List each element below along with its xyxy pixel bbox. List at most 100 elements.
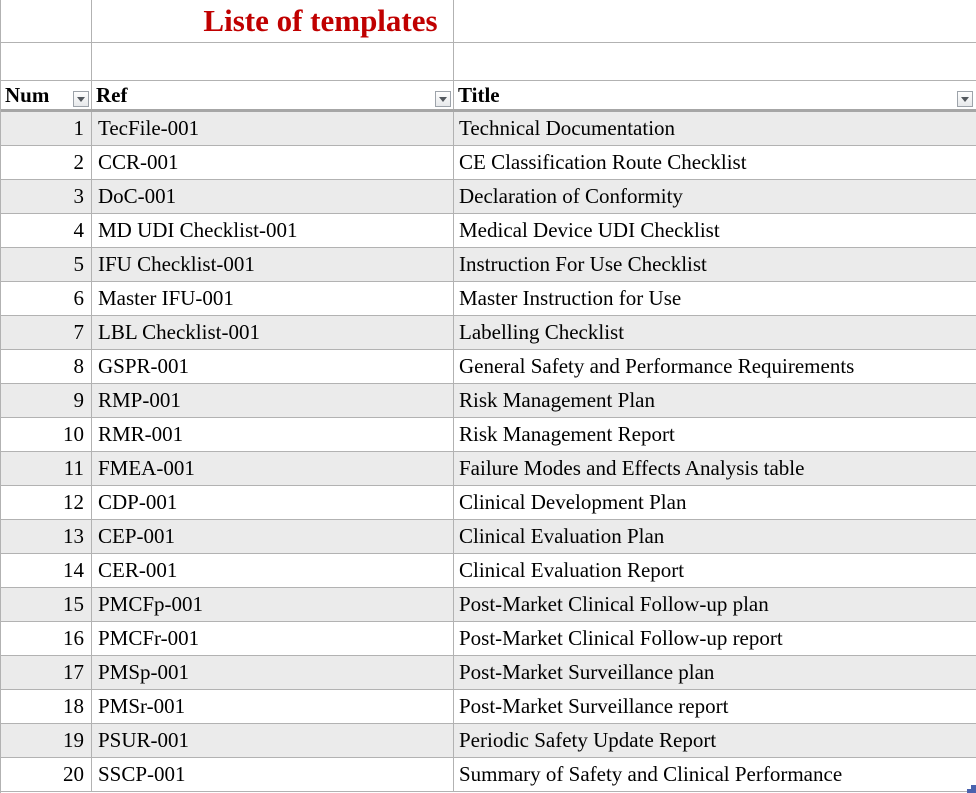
cell-num[interactable]: 7 [1,316,92,349]
filter-dropdown-button-num[interactable] [73,91,89,107]
title-row-right-cell[interactable] [454,0,976,42]
cell-title[interactable]: Periodic Safety Update Report [459,728,717,752]
cell-ref[interactable]: Master IFU-001 [92,282,454,315]
cell-num[interactable]: 6 [1,282,92,315]
column-header-title[interactable]: Title [454,81,976,109]
filter-dropdown-button-ref[interactable] [435,91,451,107]
cell-num[interactable]: 1 [1,112,92,145]
table-row: 20 SSCP-001 Summary of Safety and Clinical… [1,758,976,792]
table-row: 2 CCR-001 CE Classification Route Checklis… [1,146,976,180]
cell-num[interactable]: 3 [1,180,92,213]
cell-title[interactable]: Post-Market Clinical Follow-up report [459,626,783,650]
cell-title[interactable]: Post-Market Surveillance report [459,694,729,718]
table-row: 18 PMSr-001 Post-Market Surveillance repor… [1,690,976,724]
cell-ref[interactable]: PMCFr-001 [92,622,454,655]
column-header-title-label: Title [458,83,500,107]
cell-ref[interactable]: SSCP-001 [92,758,454,791]
cell-ref[interactable]: PMCFp-001 [92,588,454,621]
table-row: 13 CEP-001 Clinical Evaluation Plan [1,520,976,554]
table-body: 1 TecFile-001 Technical Documentation 2 CCR-… [1,112,976,792]
cell-num[interactable]: 10 [1,418,92,451]
cell-title[interactable]: Post-Market Surveillance plan [459,660,715,684]
cell-title[interactable]: Instruction For Use Checklist [459,252,707,276]
cell-num[interactable]: 8 [1,350,92,383]
cell-title[interactable]: Summary of Safety and Clinical Performan… [459,762,843,786]
cell-num[interactable]: 13 [1,520,92,553]
column-header-num-label: Num [5,83,50,107]
cell-num[interactable]: 18 [1,690,92,723]
cell-title[interactable]: Clinical Evaluation Plan [459,524,665,548]
table-row: 8 GSPR-001 General Safety and Performance … [1,350,976,384]
cell-num[interactable]: 12 [1,486,92,519]
cell-num[interactable]: 15 [1,588,92,621]
table-row: 3 DoC-001 Declaration of Conformity [1,180,976,214]
cell-title[interactable]: General Safety and Performance Requireme… [459,354,855,378]
page-title-cell[interactable]: Liste of templates [92,0,454,42]
table-resize-handle-icon [967,785,976,793]
cell-ref[interactable]: PMSp-001 [92,656,454,689]
cell-title[interactable]: Failure Modes and Effects Analysis table [459,456,805,480]
table-row: 17 PMSp-001 Post-Market Surveillance plan [1,656,976,690]
table-row: 4 MD UDI Checklist-001 Medical Device UDI … [1,214,976,248]
cell-title[interactable]: Labelling Checklist [459,320,625,344]
cell-title[interactable]: Medical Device UDI Checklist [459,218,720,242]
cell-title[interactable]: Technical Documentation [459,116,676,140]
cell-ref[interactable]: CCR-001 [92,146,454,179]
cell-num[interactable]: 19 [1,724,92,757]
cell-ref[interactable]: FMEA-001 [92,452,454,485]
cell-ref[interactable]: CER-001 [92,554,454,587]
cell-ref[interactable]: CEP-001 [92,520,454,553]
cell-title[interactable]: Risk Management Plan [459,388,655,412]
title-row-left-cell[interactable] [1,0,92,42]
cell-num[interactable]: 9 [1,384,92,417]
cell-title[interactable]: Clinical Evaluation Report [459,558,685,582]
cell-ref[interactable]: MD UDI Checklist-001 [92,214,454,247]
cell-ref[interactable]: CDP-001 [92,486,454,519]
cell-ref[interactable]: LBL Checklist-001 [92,316,454,349]
cell-ref[interactable]: GSPR-001 [92,350,454,383]
cell-ref[interactable]: PMSr-001 [92,690,454,723]
cell-num[interactable]: 20 [1,758,92,791]
cell-title[interactable]: Master Instruction for Use [459,286,682,310]
cell-ref[interactable]: TecFile-001 [92,112,454,145]
blank-cell[interactable] [1,43,92,80]
table-row: 12 CDP-001 Clinical Development Plan [1,486,976,520]
table-row: 14 CER-001 Clinical Evaluation Report [1,554,976,588]
cell-ref[interactable]: IFU Checklist-001 [92,248,454,281]
chevron-down-icon [77,96,85,102]
title-row: Liste of templates [1,0,976,43]
blank-cell[interactable] [454,43,976,80]
cell-title[interactable]: Clinical Development Plan [459,490,687,514]
cell-title[interactable]: Declaration of Conformity [459,184,683,208]
cell-title[interactable]: Risk Management Report [459,422,675,446]
table-row: 15 PMCFp-001 Post-Market Clinical Follow-u… [1,588,976,622]
cell-num[interactable]: 4 [1,214,92,247]
chevron-down-icon [439,96,447,102]
cell-num[interactable]: 11 [1,452,92,485]
table-row: 11 FMEA-001 Failure Modes and Effects Anal… [1,452,976,486]
table-row: 10 RMR-001 Risk Management Report [1,418,976,452]
cell-num[interactable]: 17 [1,656,92,689]
table-row: 19 PSUR-001 Periodic Safety Update Report [1,724,976,758]
blank-cell[interactable] [92,43,454,80]
table-row: 7 LBL Checklist-001 Labelling Checklist [1,316,976,350]
cell-num[interactable]: 2 [1,146,92,179]
filter-dropdown-button-title[interactable] [957,91,973,107]
cell-ref[interactable]: DoC-001 [92,180,454,213]
table-resize-handle[interactable] [967,781,976,793]
cell-ref[interactable]: PSUR-001 [92,724,454,757]
cell-num[interactable]: 16 [1,622,92,655]
table-header-row: Num Ref Title [1,81,976,112]
table-row: 16 PMCFr-001 Post-Market Clinical Follow-u… [1,622,976,656]
column-header-num[interactable]: Num [1,81,92,109]
cell-ref[interactable]: RMP-001 [92,384,454,417]
column-header-ref[interactable]: Ref [92,81,454,109]
page-title: Liste of templates [203,3,438,38]
cell-num[interactable]: 14 [1,554,92,587]
cell-title[interactable]: Post-Market Clinical Follow-up plan [459,592,769,616]
cell-ref[interactable]: RMR-001 [92,418,454,451]
table-row: 9 RMP-001 Risk Management Plan [1,384,976,418]
cell-num[interactable]: 5 [1,248,92,281]
cell-title[interactable]: CE Classification Route Checklist [459,150,747,174]
